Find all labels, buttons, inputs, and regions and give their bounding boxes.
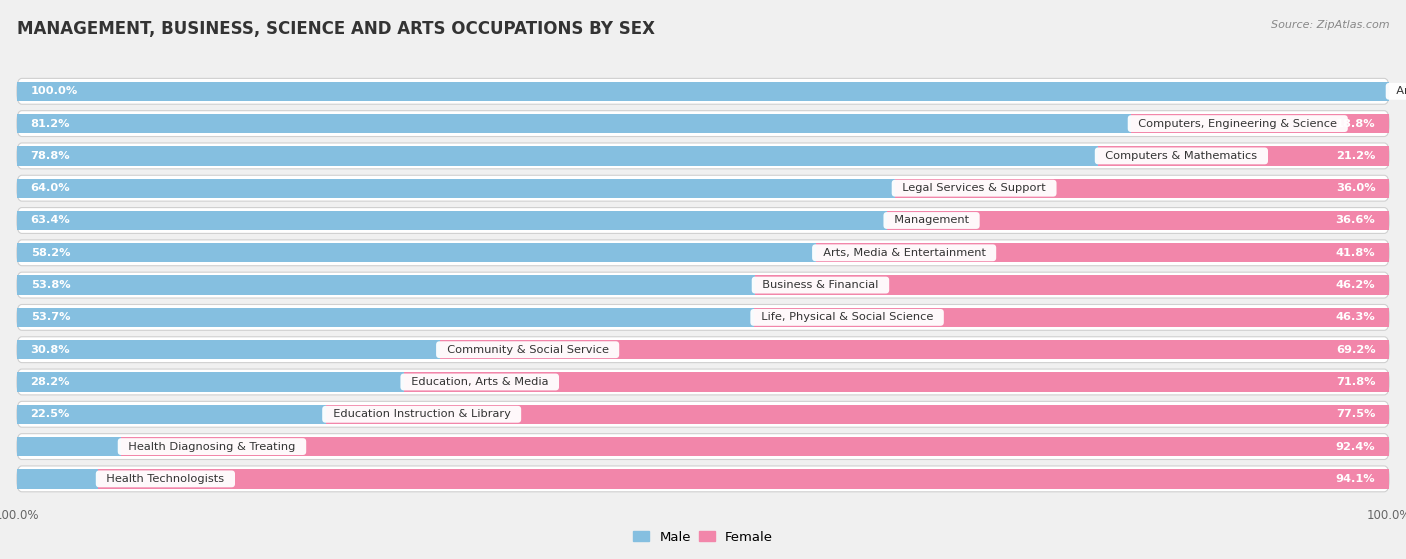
FancyBboxPatch shape	[17, 305, 1389, 330]
FancyBboxPatch shape	[17, 466, 1389, 492]
Bar	[121, 437, 1389, 456]
Text: 21.2%: 21.2%	[1336, 151, 1375, 161]
Text: 28.2%: 28.2%	[31, 377, 70, 387]
Text: 41.8%: 41.8%	[1336, 248, 1375, 258]
Text: 53.7%: 53.7%	[31, 312, 70, 323]
Text: Health Diagnosing & Treating: Health Diagnosing & Treating	[121, 442, 302, 452]
Text: Education, Arts & Media: Education, Arts & Media	[404, 377, 555, 387]
Text: 71.8%: 71.8%	[1336, 377, 1375, 387]
Bar	[326, 405, 1389, 424]
Text: 36.6%: 36.6%	[1336, 215, 1375, 225]
Text: 100.0%: 100.0%	[31, 86, 77, 96]
Text: Community & Social Service: Community & Social Service	[440, 345, 616, 355]
FancyBboxPatch shape	[17, 176, 1389, 201]
Bar	[17, 437, 121, 456]
Bar	[1132, 114, 1389, 133]
Text: Life, Physical & Social Science: Life, Physical & Social Science	[754, 312, 941, 323]
Bar	[17, 178, 896, 198]
Bar	[896, 178, 1389, 198]
FancyBboxPatch shape	[17, 272, 1389, 298]
Bar	[17, 372, 404, 392]
Text: 77.5%: 77.5%	[1336, 409, 1375, 419]
Text: 94.1%: 94.1%	[1336, 474, 1375, 484]
Bar	[754, 307, 1389, 327]
Text: MANAGEMENT, BUSINESS, SCIENCE AND ARTS OCCUPATIONS BY SEX: MANAGEMENT, BUSINESS, SCIENCE AND ARTS O…	[17, 20, 655, 37]
Text: 22.5%: 22.5%	[31, 409, 70, 419]
Text: 63.4%: 63.4%	[31, 215, 70, 225]
Bar	[887, 211, 1389, 230]
Text: 81.2%: 81.2%	[31, 119, 70, 129]
FancyBboxPatch shape	[17, 240, 1389, 266]
Bar	[17, 469, 100, 489]
Bar	[1098, 146, 1389, 165]
FancyBboxPatch shape	[17, 369, 1389, 395]
Text: 18.8%: 18.8%	[1336, 119, 1375, 129]
Text: 36.0%: 36.0%	[1336, 183, 1375, 193]
Text: 92.4%: 92.4%	[1336, 442, 1375, 452]
Text: Business & Financial: Business & Financial	[755, 280, 886, 290]
Text: 53.8%: 53.8%	[31, 280, 70, 290]
FancyBboxPatch shape	[17, 337, 1389, 363]
Bar	[17, 276, 755, 295]
FancyBboxPatch shape	[17, 78, 1389, 104]
Text: Computers, Engineering & Science: Computers, Engineering & Science	[1132, 119, 1344, 129]
Text: 7.6%: 7.6%	[132, 442, 160, 452]
Bar	[17, 243, 815, 263]
Bar	[17, 340, 440, 359]
FancyBboxPatch shape	[17, 111, 1389, 136]
Bar	[815, 243, 1389, 263]
Text: 69.2%: 69.2%	[1336, 345, 1375, 355]
FancyBboxPatch shape	[17, 401, 1389, 427]
Text: 46.2%: 46.2%	[1336, 280, 1375, 290]
Text: Computers & Mathematics: Computers & Mathematics	[1098, 151, 1264, 161]
Bar	[17, 114, 1132, 133]
Bar	[755, 276, 1389, 295]
Text: Arts, Media & Entertainment: Arts, Media & Entertainment	[815, 248, 993, 258]
Text: 0.0%: 0.0%	[1400, 86, 1406, 96]
Bar	[440, 340, 1389, 359]
Text: Legal Services & Support: Legal Services & Support	[896, 183, 1053, 193]
FancyBboxPatch shape	[17, 434, 1389, 459]
Bar	[17, 146, 1098, 165]
FancyBboxPatch shape	[17, 143, 1389, 169]
Text: 46.3%: 46.3%	[1336, 312, 1375, 323]
Text: 6.0%: 6.0%	[110, 474, 139, 484]
FancyBboxPatch shape	[17, 207, 1389, 234]
Text: Health Technologists: Health Technologists	[100, 474, 232, 484]
Bar	[17, 405, 326, 424]
Text: 78.8%: 78.8%	[31, 151, 70, 161]
Text: Source: ZipAtlas.com: Source: ZipAtlas.com	[1271, 20, 1389, 30]
Text: Education Instruction & Library: Education Instruction & Library	[326, 409, 517, 419]
Bar	[17, 307, 754, 327]
Bar	[404, 372, 1389, 392]
Legend: Male, Female: Male, Female	[627, 525, 779, 549]
Bar	[17, 82, 1389, 101]
Text: Management: Management	[887, 215, 976, 225]
Text: 64.0%: 64.0%	[31, 183, 70, 193]
Bar	[17, 211, 887, 230]
Text: 58.2%: 58.2%	[31, 248, 70, 258]
Bar	[98, 469, 1389, 489]
Text: 30.8%: 30.8%	[31, 345, 70, 355]
Text: Architecture & Engineering: Architecture & Engineering	[1389, 86, 1406, 96]
